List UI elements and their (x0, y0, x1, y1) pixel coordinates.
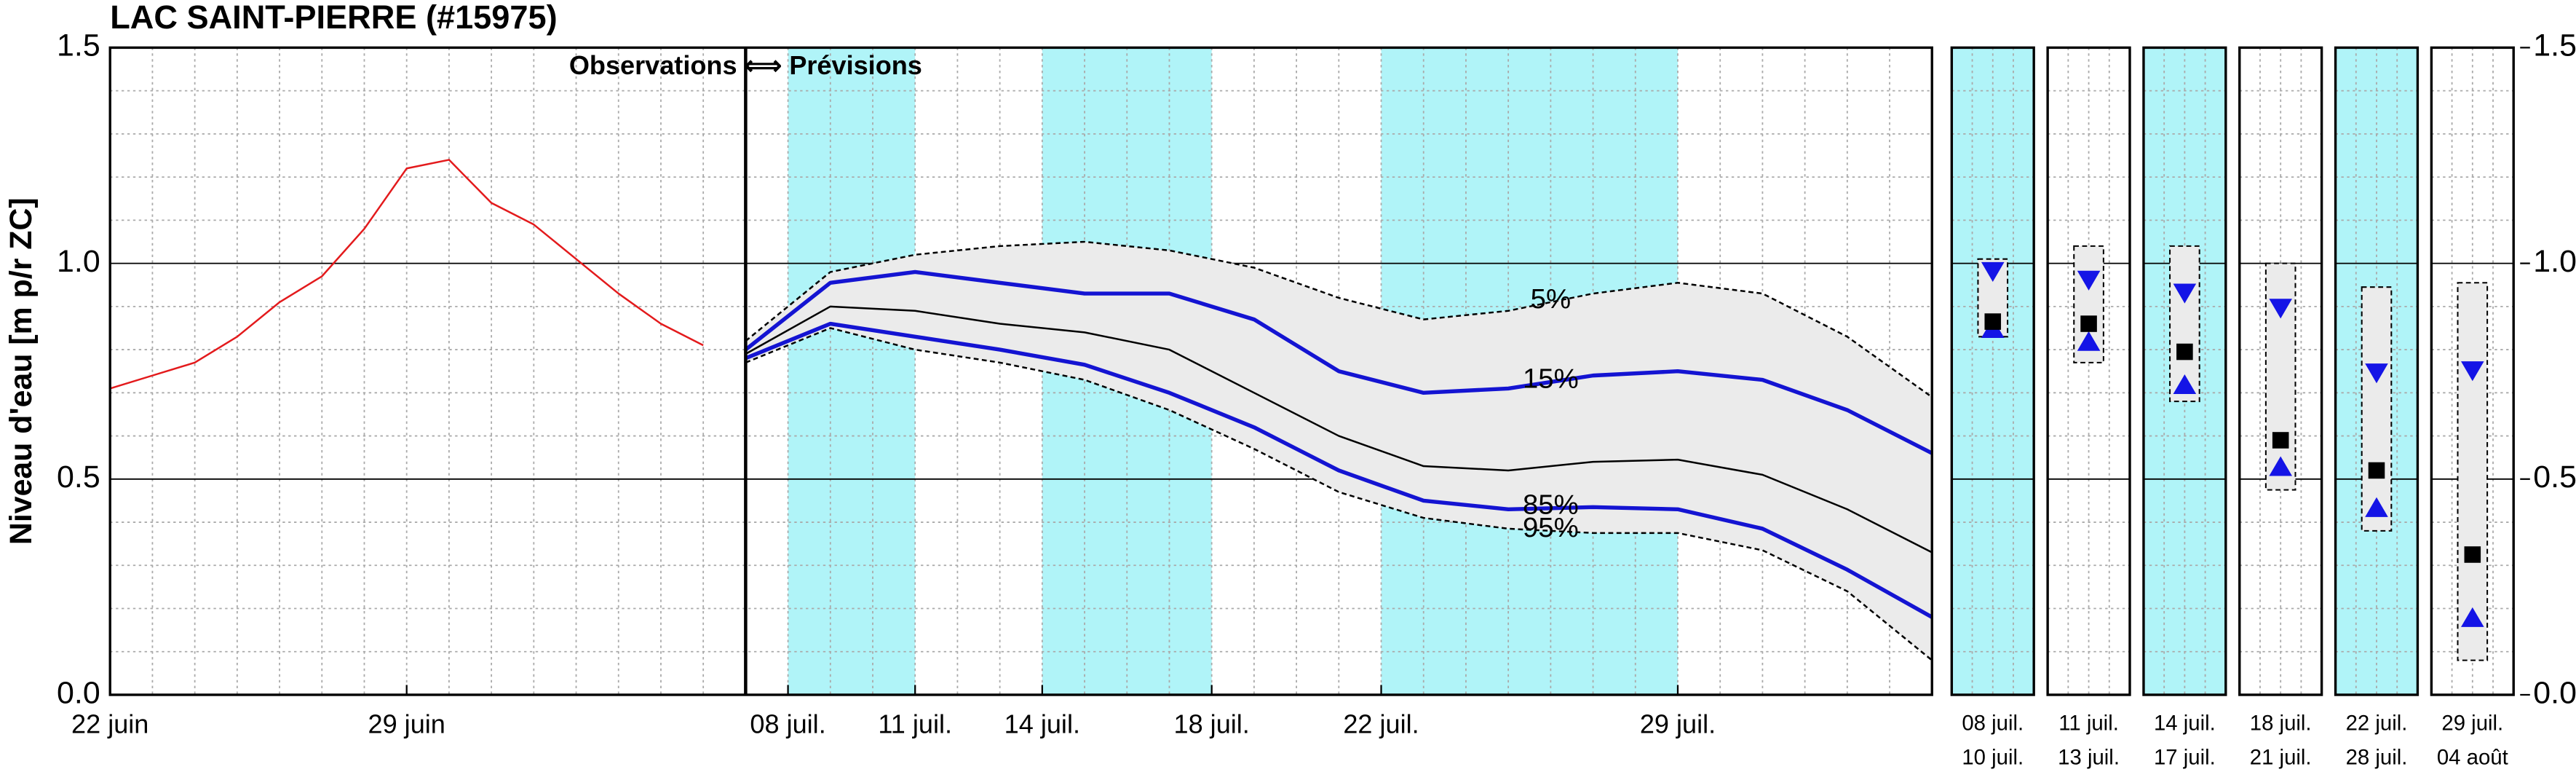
panel-label: 17 juil. (2154, 746, 2216, 770)
range-box (2457, 282, 2489, 661)
series-label: 5% (1531, 283, 1571, 315)
x-tick-label: 22 juil. (1343, 709, 1419, 738)
q85-marker (2173, 374, 2197, 395)
shaded-period (788, 47, 916, 696)
panel-frame (1950, 46, 2035, 696)
panel-label: 11 juil. (2058, 711, 2119, 735)
q15-marker (2173, 283, 2197, 304)
panel-label: 04 août (2437, 746, 2508, 770)
y-tick-label: 0.5 (57, 460, 100, 495)
median-marker (1984, 313, 2002, 330)
panel-frame (2430, 46, 2515, 696)
series-line (745, 321, 1933, 619)
panel-frame (2334, 46, 2420, 696)
panel-frame (2238, 46, 2323, 696)
series-label: 15% (1523, 363, 1579, 394)
median-marker (2368, 462, 2385, 479)
series-line (745, 305, 1933, 554)
series-line (744, 269, 1933, 455)
y-axis-label: Niveau d'eau [m p/r ZC] (4, 197, 39, 545)
plot-frame (108, 46, 1933, 696)
series-line (745, 240, 1933, 398)
range-box (2264, 262, 2296, 491)
q85-marker (2269, 456, 2292, 476)
x-tick-label: 18 juil. (1174, 709, 1250, 738)
median-marker (2464, 546, 2481, 563)
panel-label: 22 juil. (2346, 711, 2408, 735)
y-tick-label: 0.0 (57, 675, 100, 710)
x-tick-label: 29 juin (368, 709, 445, 738)
y-tick-label: 1.0 (2533, 244, 2576, 279)
y-tick-label: 0.5 (2533, 460, 2576, 495)
series-label: 95% (1523, 512, 1579, 543)
median-marker (2176, 343, 2193, 361)
q85-marker (2365, 497, 2388, 517)
q15-marker (2077, 270, 2101, 291)
panel-label: 21 juil. (2250, 746, 2312, 770)
q15-marker (1981, 261, 2005, 282)
series-label: 85% (1523, 489, 1579, 521)
panel-label: 14 juil. (2154, 711, 2216, 735)
q15-marker (2365, 363, 2388, 384)
series-line (745, 327, 1933, 661)
chart-title: LAC SAINT-PIERRE (#15975) (110, 0, 557, 36)
median-marker (2272, 432, 2289, 449)
y-tick-label: 1.5 (2533, 28, 2576, 63)
panel-label: 18 juil. (2250, 711, 2312, 735)
annotation: Observations ⟺ Prévisions (569, 50, 922, 80)
y-tick-label: 1.5 (57, 28, 100, 63)
panel-label: 13 juil. (2058, 746, 2120, 770)
y-tick-label: 0.0 (2533, 675, 2576, 710)
panel-frame (2142, 46, 2227, 696)
series-line (109, 159, 704, 390)
q15-marker (2461, 361, 2484, 382)
q85-marker (2461, 607, 2484, 627)
median-marker (2080, 315, 2097, 332)
y-tick-label: 1.0 (57, 244, 100, 279)
q15-marker (2269, 299, 2292, 319)
x-tick-label: 11 juil. (878, 709, 952, 738)
x-tick-label: 29 juil. (1640, 709, 1716, 738)
x-tick-label: 14 juil. (1004, 709, 1080, 738)
panel-label: 10 juil. (1962, 746, 2024, 770)
range-box (2361, 286, 2393, 532)
x-tick-label: 08 juil. (750, 709, 825, 738)
x-tick-label: 22 juin (71, 709, 148, 738)
panel-label: 29 juil. (2441, 711, 2503, 735)
panel-frame (2046, 46, 2131, 696)
q85-marker (2077, 331, 2101, 351)
panel-label: 28 juil. (2346, 746, 2408, 770)
forecast-band (745, 241, 1933, 661)
panel-label: 08 juil. (1962, 711, 2024, 735)
